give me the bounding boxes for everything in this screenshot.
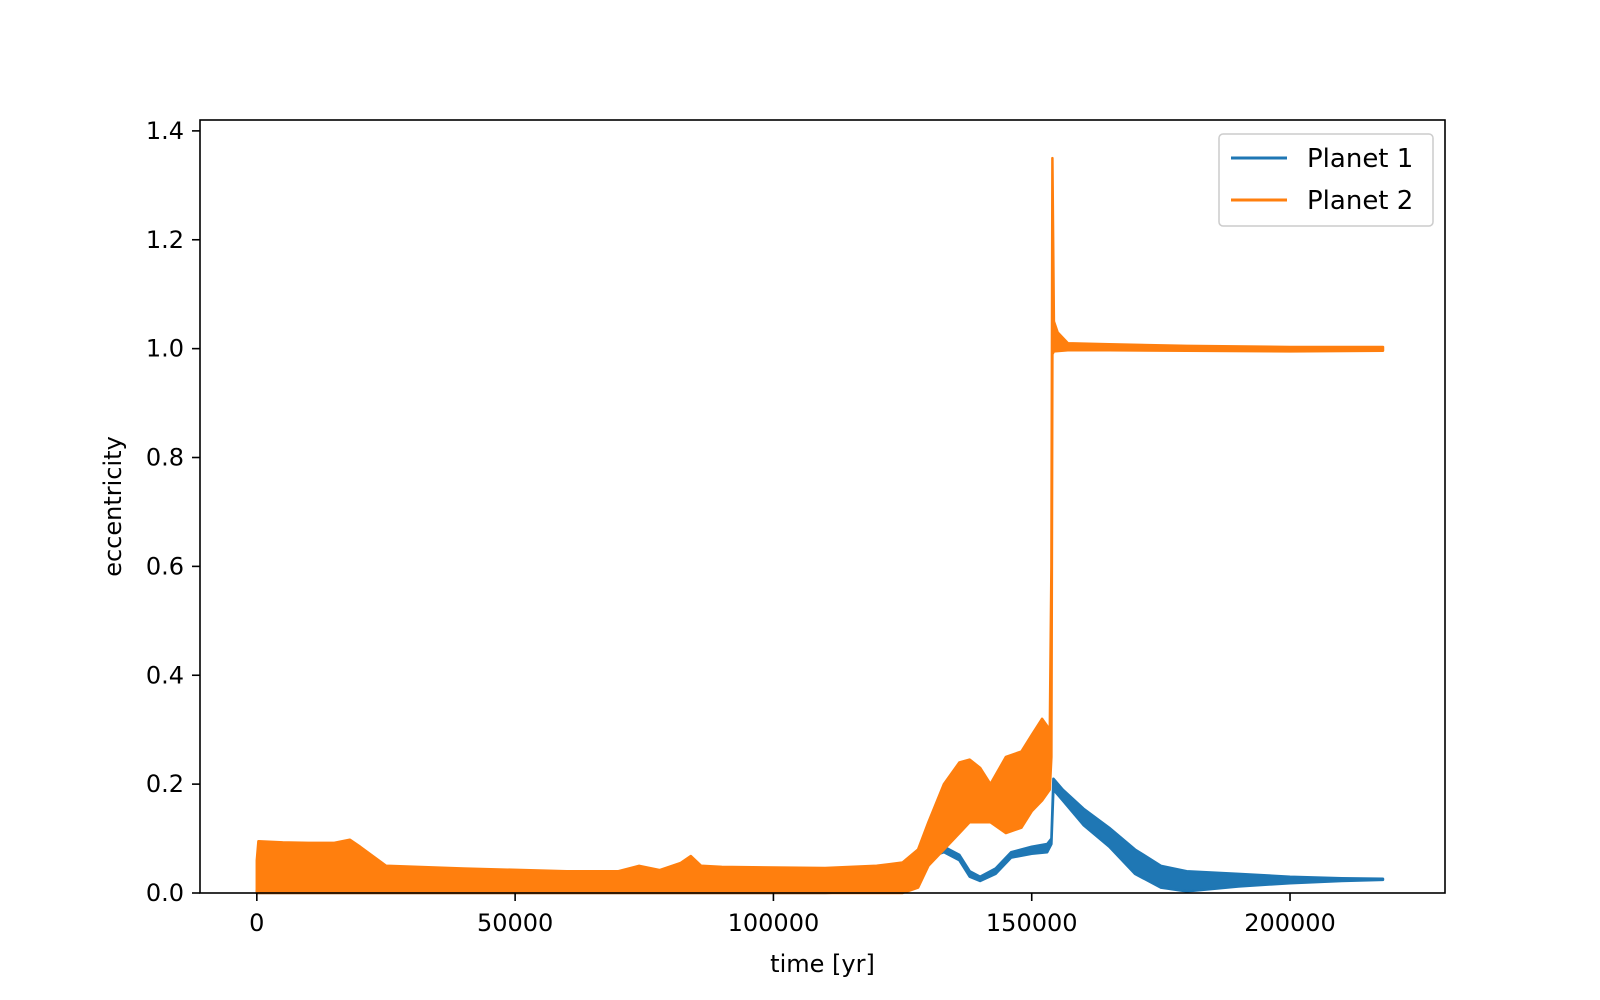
x-tick-label: 50000 [477, 909, 553, 937]
legend: Planet 1 Planet 2 [1218, 133, 1434, 227]
x-tick-label: 100000 [728, 909, 820, 937]
y-tick-label: 1.0 [146, 335, 184, 363]
x-axis-ticks: 0 50000 100000 150000 200000 [249, 893, 1336, 937]
y-tick-label: 0.8 [146, 444, 184, 472]
x-tick-label: 150000 [986, 909, 1078, 937]
x-axis-label: time [yr] [770, 950, 875, 978]
y-tick-label: 0.4 [146, 661, 184, 689]
y-tick-label: 1.4 [146, 117, 184, 145]
y-axis-ticks: 0.0 0.2 0.4 0.6 0.8 1.0 1.2 1.4 [146, 117, 200, 907]
x-tick-label: 200000 [1244, 909, 1336, 937]
plot-area [255, 156, 1385, 895]
series-line-2 [255, 156, 1385, 895]
y-axis-label: eccentricity [99, 436, 127, 577]
y-tick-label: 0.6 [146, 552, 184, 580]
y-tick-label: 0.2 [146, 770, 184, 798]
x-tick-label: 0 [249, 909, 264, 937]
y-tick-label: 1.2 [146, 226, 184, 254]
legend-label-1: Planet 1 [1307, 144, 1413, 174]
axes-frame [199, 119, 1446, 894]
legend-label-2: Planet 2 [1307, 186, 1413, 216]
y-tick-label: 0.0 [146, 879, 184, 907]
